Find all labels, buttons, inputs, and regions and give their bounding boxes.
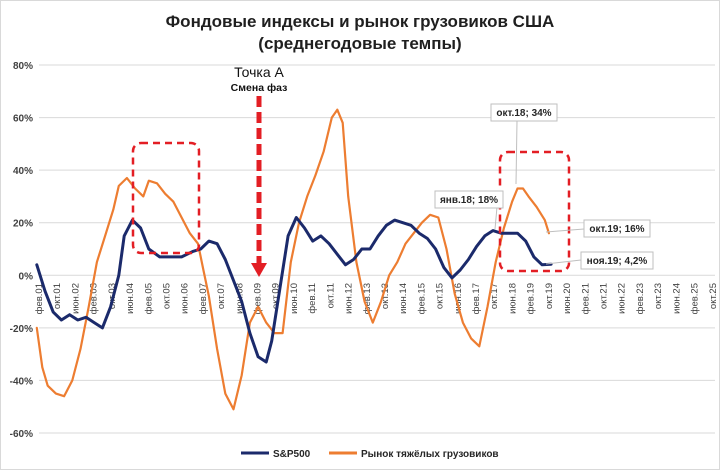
y-tick-label: -20% (10, 324, 33, 335)
y-tick-label: -60% (10, 429, 33, 440)
x-tick-label: окт.21 (598, 283, 609, 309)
x-tick-label: окт.23 (653, 283, 664, 309)
x-tick-label: фев.21 (580, 283, 591, 314)
x-tick-label: окт.15 (435, 283, 446, 309)
x-tick-label: фев.09 (253, 283, 264, 314)
oct18-leader (515, 120, 518, 185)
jan18-leader (494, 206, 498, 230)
x-tick-label: июн.06 (180, 283, 191, 314)
x-tick-label: окт.17 (489, 283, 500, 309)
x-axis: фев.01 окт.01 июн.02 фев.03 окт.03 июн.04 фев.… (34, 283, 719, 314)
x-tick-label: июн.16 (453, 283, 464, 314)
x-tick-label: июн.20 (562, 283, 573, 314)
series-layer (35, 108, 553, 411)
legend-label-trucks: Рынок тяжёлых грузовиков (361, 449, 499, 460)
x-tick-label: июн.12 (344, 283, 355, 314)
jan18-label-box (434, 190, 504, 209)
y-tick-label: 0% (19, 271, 34, 282)
chart-title: Фондовые индексы и рынок грузовиков США (166, 12, 555, 31)
x-tick-label: фев.23 (635, 283, 646, 314)
annotations: Точка А Смена фаз окт.18; 34% янв.18; 18… (131, 64, 654, 277)
y-axis: 80% 60% 40% 20% 0% -20% -40% -60% (10, 61, 33, 440)
x-tick-label: июн.10 (289, 283, 300, 314)
x-tick-label: фев.03 (89, 283, 100, 314)
x-tick-label: окт.05 (161, 283, 172, 309)
x-tick-label: окт.11 (325, 283, 336, 308)
point-a-arrowhead (251, 263, 267, 277)
x-tick-label: фев.19 (526, 283, 537, 314)
point-a-subtitle: Смена фаз (231, 82, 288, 94)
oct18-label-box (490, 103, 558, 122)
y-tick-label: 80% (13, 61, 33, 72)
x-tick-label: окт.01 (52, 283, 63, 309)
x-tick-label: окт.09 (271, 283, 282, 309)
x-tick-label: фев.17 (471, 283, 482, 314)
x-tick-label: фев.01 (34, 283, 45, 314)
trucks-line (35, 108, 551, 411)
x-tick-label: июн.18 (507, 283, 518, 314)
x-tick-label: июн.04 (125, 283, 136, 314)
nov19-label: ноя.19; 4,2% (587, 256, 648, 267)
gridlines (39, 64, 715, 434)
highlight-box-2004 (131, 141, 201, 255)
point-a-title: Точка А (234, 64, 284, 80)
highlight-box-2018 (498, 150, 571, 273)
sp500-line (35, 216, 553, 364)
oct19-label: окт.19; 16% (589, 224, 644, 235)
x-tick-label: фев.11 (307, 283, 318, 314)
x-tick-label: июн.14 (398, 283, 409, 314)
nov19-label-box (580, 251, 654, 270)
y-tick-label: 20% (13, 219, 33, 230)
legend-label-sp500: S&P500 (273, 449, 311, 460)
x-tick-label: фев.07 (198, 283, 209, 314)
x-tick-label: окт.13 (380, 283, 391, 309)
nov19-leader (545, 259, 582, 265)
x-tick-label: июн.02 (70, 283, 81, 314)
x-tick-label: окт.07 (216, 283, 227, 309)
x-tick-label: фев.25 (690, 283, 701, 314)
x-tick-label: июн.24 (671, 283, 682, 314)
x-tick-label: июн.22 (617, 283, 628, 314)
legend: S&P500 Рынок тяжёлых грузовиков (241, 449, 499, 460)
y-tick-label: -40% (10, 376, 33, 387)
x-tick-label: фев.15 (416, 283, 427, 314)
oct19-label-box (583, 219, 651, 238)
x-tick-label: фев.05 (143, 283, 154, 314)
chart-subtitle: (среднегодовые темпы) (258, 34, 461, 53)
y-tick-label: 40% (13, 166, 33, 177)
x-tick-label: окт.19 (544, 283, 555, 309)
oct19-leader (545, 228, 585, 233)
x-tick-label: фев.13 (362, 283, 373, 314)
x-tick-label: окт.25 (708, 283, 719, 309)
oct18-label: окт.18; 34% (496, 108, 551, 119)
jan18-label: янв.18; 18% (440, 195, 498, 206)
y-tick-label: 60% (13, 114, 33, 125)
